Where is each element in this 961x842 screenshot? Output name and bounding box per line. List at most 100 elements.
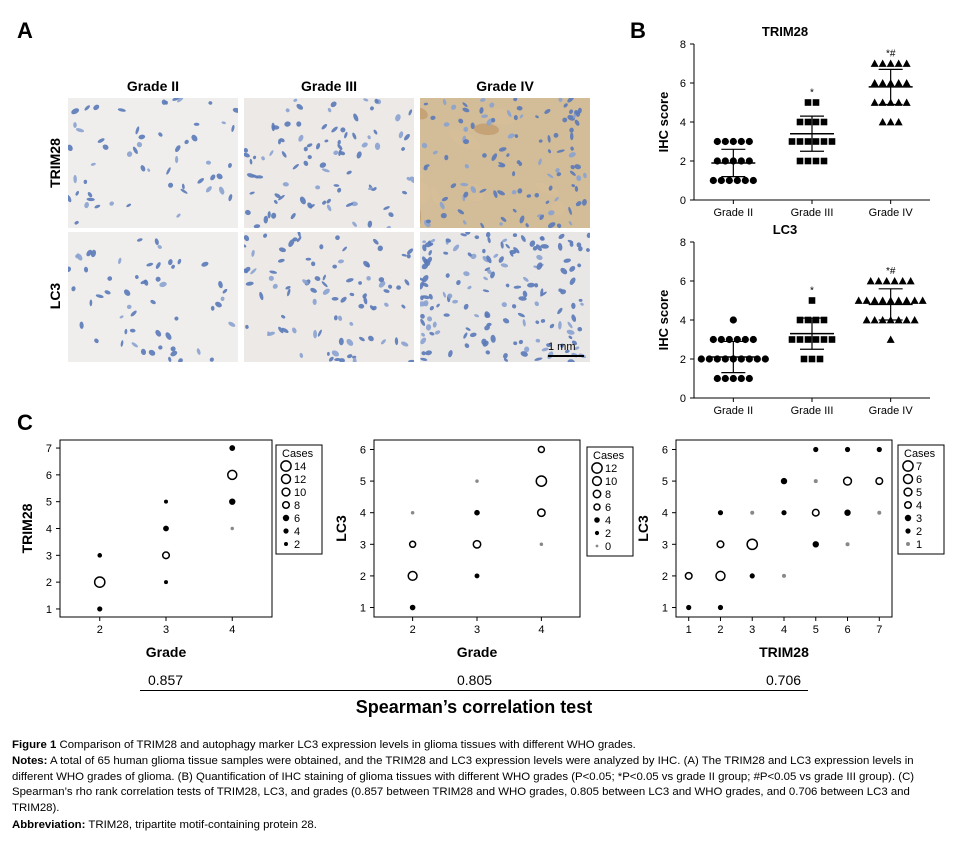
row-header-lc3: LC3	[47, 282, 63, 310]
cell-nucleus	[567, 114, 576, 121]
cell-nucleus	[259, 291, 264, 301]
data-point	[812, 99, 820, 106]
cell-nucleus	[421, 332, 425, 337]
figure-notes: Notes: A total of 65 human glioma tissue…	[12, 754, 950, 816]
tissue-background	[244, 232, 414, 362]
bubble-point	[163, 525, 169, 532]
legend-label: 6	[294, 513, 300, 525]
legend-marker	[591, 462, 603, 474]
bubble-point	[812, 541, 819, 548]
cell-nucleus	[536, 262, 543, 270]
scale-bar-label: 1 mm	[548, 341, 576, 353]
cell-nucleus	[221, 121, 226, 125]
y-tick-label: 6	[680, 78, 686, 90]
cell-nucleus	[574, 185, 579, 192]
cell-nucleus	[556, 172, 562, 177]
cell-nucleus	[140, 348, 147, 356]
y-tick-label: 8	[680, 39, 686, 51]
cell-nucleus	[284, 121, 291, 127]
cell-nucleus	[337, 144, 343, 150]
cell-nucleus	[421, 142, 428, 149]
data-point	[820, 336, 828, 343]
cell-nucleus	[333, 150, 339, 155]
data-point	[741, 176, 749, 185]
cell-nucleus	[503, 353, 508, 359]
cell-nucleus	[522, 290, 528, 298]
data-point	[902, 59, 911, 67]
cell-nucleus	[353, 113, 359, 122]
legend-marker	[592, 489, 602, 499]
cell-nucleus	[443, 251, 449, 255]
cell-nucleus	[571, 302, 576, 309]
spearman-title: Spearman’s correlation test	[355, 697, 593, 717]
cell-nucleus	[420, 357, 428, 361]
cell-nucleus	[228, 162, 232, 168]
x-axis-label: TRIM28	[759, 644, 809, 660]
legend-marker	[283, 528, 289, 534]
cell-nucleus	[420, 337, 427, 345]
bubble-point	[781, 510, 787, 516]
cell-nucleus	[150, 299, 156, 305]
cell-nucleus	[479, 188, 487, 193]
cell-nucleus	[501, 238, 508, 243]
cell-nucleus	[398, 131, 404, 139]
cell-nucleus	[462, 107, 470, 113]
cell-nucleus	[545, 200, 550, 204]
cell-nucleus	[299, 352, 304, 359]
legend-label: 3	[916, 513, 922, 525]
scale-bar	[548, 355, 584, 357]
legend-label: 8	[605, 489, 611, 501]
cell-nucleus	[570, 164, 575, 170]
cell-nucleus	[75, 254, 80, 259]
cell-nucleus	[322, 274, 326, 281]
cell-nucleus	[578, 298, 583, 302]
cell-nucleus	[408, 359, 414, 362]
cell-nucleus	[278, 194, 285, 201]
cell-nucleus	[516, 160, 521, 164]
cell-nucleus	[576, 175, 582, 182]
cell-nucleus	[366, 263, 370, 268]
cell-nucleus	[430, 238, 436, 243]
x-tick-label: 7	[876, 624, 882, 636]
data-point	[761, 355, 769, 363]
data-point	[820, 157, 828, 165]
cell-nucleus	[512, 171, 516, 177]
data-point	[820, 138, 828, 145]
y-tick-label: 4	[360, 508, 366, 520]
significance-annotation: *	[810, 88, 814, 99]
data-point	[733, 176, 741, 185]
cell-nucleus	[71, 108, 80, 115]
legend-marker	[284, 542, 288, 546]
data-point	[886, 335, 895, 343]
x-tick-label: 2	[97, 624, 103, 636]
legend-marker	[281, 487, 291, 497]
cell-nucleus	[366, 276, 371, 281]
bubble-point	[684, 571, 693, 580]
legend-label: 7	[916, 461, 922, 473]
cell-nucleus	[287, 288, 291, 297]
cell-nucleus	[377, 245, 383, 252]
cell-nucleus	[527, 282, 535, 288]
spearman-value-grade-trim28: 0.857	[148, 672, 184, 688]
cell-nucleus	[534, 357, 543, 361]
cell-nucleus	[569, 170, 576, 176]
cell-nucleus	[448, 350, 453, 358]
cell-nucleus	[324, 139, 329, 143]
cell-nucleus	[321, 123, 328, 130]
cell-nucleus	[358, 281, 362, 285]
cell-nucleus	[474, 314, 480, 318]
cell-nucleus	[401, 147, 405, 151]
cell-nucleus	[132, 146, 138, 154]
y-tick-label: 4	[662, 508, 668, 520]
cell-nucleus	[569, 132, 574, 141]
legend-label: 2	[605, 528, 611, 540]
data-point	[800, 355, 808, 363]
cell-nucleus	[288, 239, 295, 247]
column-header-grade-iii: Grade III	[300, 78, 358, 94]
cell-nucleus	[231, 124, 235, 132]
data-point	[808, 355, 816, 363]
y-tick-label: 2	[662, 571, 668, 583]
cell-nucleus	[517, 188, 523, 194]
data-point	[796, 157, 804, 165]
cell-nucleus	[172, 98, 180, 101]
